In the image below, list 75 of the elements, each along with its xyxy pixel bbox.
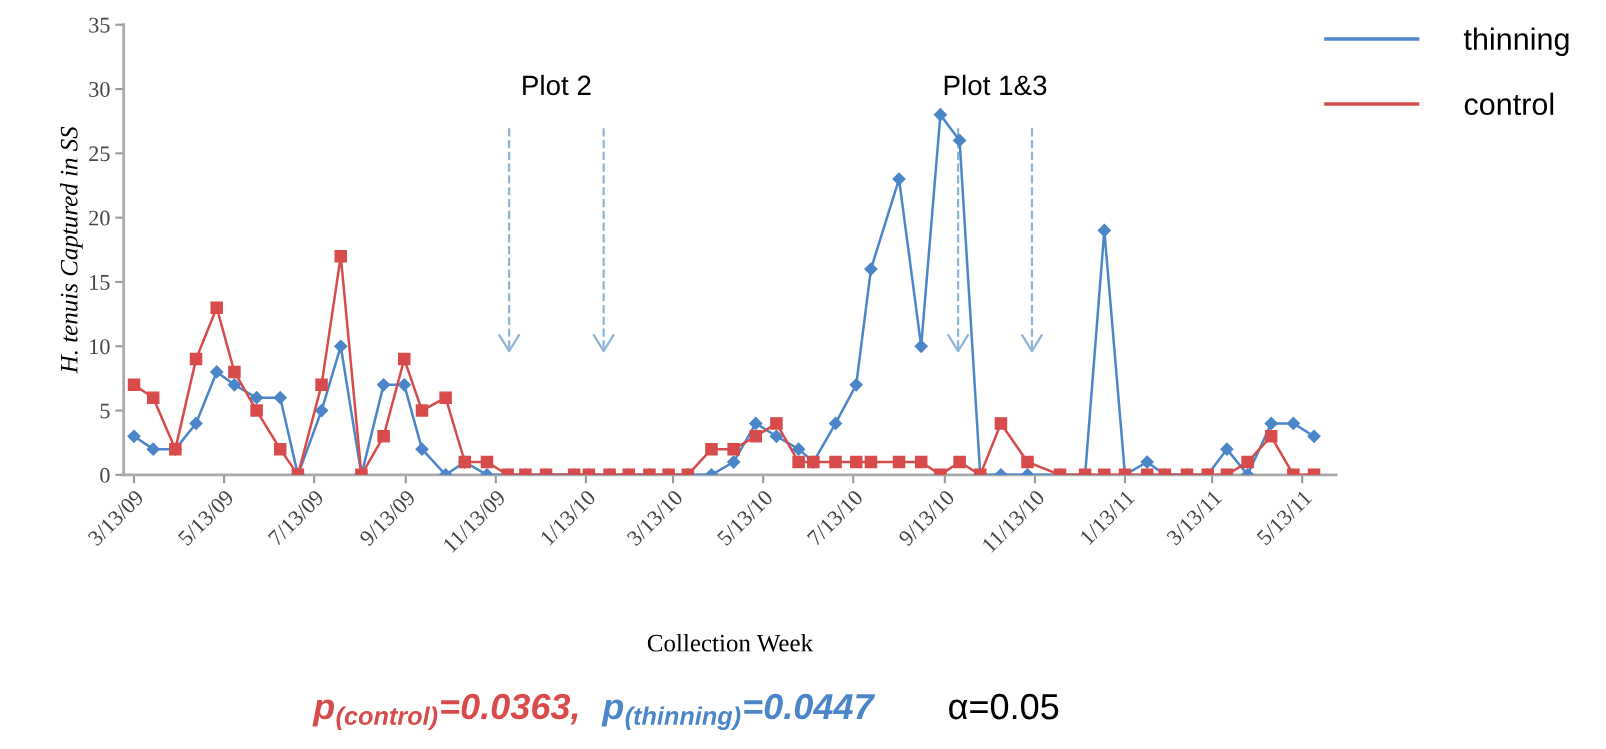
point	[933, 108, 947, 122]
y-tick-label: 30	[89, 81, 110, 97]
point	[829, 455, 842, 469]
point	[864, 455, 878, 469]
y-tick-label: 0	[100, 467, 110, 483]
x-axis-title: Collection Week	[647, 633, 814, 652]
point	[952, 133, 967, 148]
point	[415, 442, 429, 456]
point	[127, 378, 141, 392]
point	[914, 339, 928, 353]
point	[864, 262, 878, 276]
point	[914, 455, 928, 469]
y-axis-title: H. tenuis Captured in SS	[60, 126, 83, 374]
annotation: Plot 2	[523, 74, 591, 96]
point	[273, 391, 287, 405]
point	[1307, 429, 1321, 443]
point	[146, 442, 160, 456]
point	[749, 430, 763, 443]
point	[1140, 455, 1154, 469]
point	[1241, 455, 1254, 469]
annotation: Plot 1&3	[944, 74, 1047, 96]
point	[397, 378, 411, 392]
point	[314, 403, 329, 418]
point	[415, 404, 429, 417]
point	[994, 417, 1008, 430]
point	[377, 378, 391, 392]
point	[249, 391, 264, 405]
point	[1264, 416, 1278, 431]
point	[189, 352, 203, 366]
point	[210, 365, 224, 379]
point	[1286, 416, 1300, 431]
point	[749, 416, 763, 431]
y-tick-label: 35	[89, 17, 110, 33]
point	[315, 378, 328, 392]
point	[792, 455, 805, 469]
y-tick-label: 5	[100, 403, 110, 419]
legend-label: thinning	[1463, 27, 1569, 56]
point	[828, 416, 843, 431]
point	[1021, 455, 1034, 469]
y-tick-label: 20	[89, 210, 110, 226]
point	[439, 391, 452, 404]
point	[334, 249, 348, 263]
point	[953, 455, 966, 469]
point	[727, 442, 740, 456]
point	[1097, 223, 1111, 238]
point	[849, 378, 863, 392]
point	[705, 442, 718, 456]
point	[273, 442, 287, 456]
point	[227, 378, 242, 392]
text: p$_{(thinning)}$=0.0447	[601, 693, 876, 730]
legend-label: control	[1464, 92, 1554, 116]
y-tick-label: 15	[90, 274, 110, 290]
point	[892, 172, 906, 186]
point	[792, 442, 806, 456]
point	[189, 416, 203, 431]
point	[398, 352, 411, 366]
y-tick-label: 25	[89, 146, 110, 162]
point	[210, 301, 223, 314]
point	[892, 455, 906, 469]
point	[770, 417, 783, 430]
point	[146, 391, 160, 404]
point	[480, 455, 494, 469]
text: p$_{(control)}$=0.0363,	[312, 693, 578, 730]
point	[727, 455, 741, 469]
point	[1264, 430, 1278, 443]
text: α=0.05	[949, 693, 1059, 720]
point	[334, 339, 348, 353]
point	[228, 365, 241, 379]
point	[769, 429, 784, 443]
point	[849, 455, 863, 469]
point	[377, 430, 390, 443]
point	[1220, 442, 1234, 456]
point	[250, 404, 263, 417]
point	[127, 429, 141, 443]
y-tick-label: 10	[90, 339, 110, 355]
